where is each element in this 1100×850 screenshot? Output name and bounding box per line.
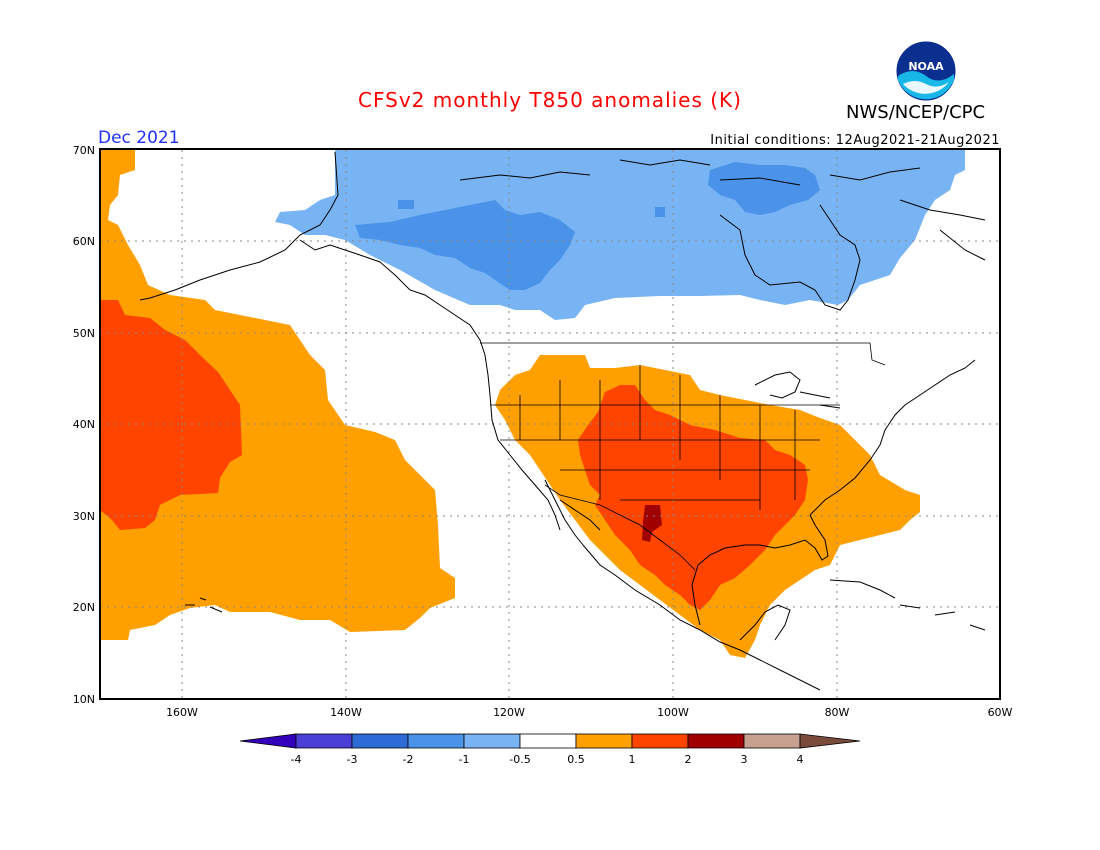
colorbar-label: -2 <box>403 753 414 766</box>
coastlines <box>139 151 986 691</box>
lat-label: 20N <box>73 601 95 614</box>
colorbar <box>239 733 861 749</box>
lon-label: 140W <box>330 706 362 719</box>
colorbar-label: 0.5 <box>567 753 585 766</box>
colorbar-cell <box>687 733 745 749</box>
noaa-logo-text: NOAA <box>908 60 944 73</box>
lat-label: 70N <box>73 144 95 157</box>
warm-anomaly-region-pacific <box>100 150 455 640</box>
colorbar-label: -0.5 <box>509 753 530 766</box>
lat-label: 10N <box>73 693 95 706</box>
lon-label: 120W <box>493 706 525 719</box>
colorbar-cell <box>519 733 577 749</box>
colorbar-min-arrow <box>239 733 297 749</box>
colder-anomaly-region <box>355 162 820 290</box>
valid-month-label: Dec 2021 <box>98 128 180 148</box>
noaa-logo: NOAA <box>895 40 957 102</box>
colorbar-label: -3 <box>347 753 358 766</box>
colorbar-label: 2 <box>685 753 692 766</box>
map-title: CFSv2 monthly T850 anomalies (K) <box>358 88 742 112</box>
colorbar-cell <box>407 733 465 749</box>
agency-label: NWS/NCEP/CPC <box>846 102 986 123</box>
lat-label: 60N <box>73 235 95 248</box>
colorbar-max-arrow <box>799 733 861 749</box>
political-borders <box>480 342 886 571</box>
colorbar-cell <box>351 733 409 749</box>
colorbar-label: 1 <box>629 753 636 766</box>
colorbar-cell <box>631 733 689 749</box>
colorbar-label: 4 <box>797 753 804 766</box>
colorbar-label: -4 <box>291 753 302 766</box>
lon-label: 80W <box>825 706 850 719</box>
strong-warm-anomaly-region-pacific <box>100 300 242 530</box>
colorbar-label: -1 <box>459 753 470 766</box>
colorbar-label: 3 <box>741 753 748 766</box>
lat-label: 30N <box>73 510 95 523</box>
initial-conditions-label: Initial conditions: 12Aug2021-21Aug2021 <box>710 133 1000 148</box>
very-strong-warm-anomaly-region <box>642 505 662 542</box>
colorbar-labels: -4 -3 -2 -1 -0.5 0.5 1 2 3 4 <box>291 753 804 766</box>
colorbar-cell <box>743 733 801 749</box>
graticule <box>100 150 1000 699</box>
lon-label: 160W <box>166 706 198 719</box>
colorbar-cell <box>463 733 521 749</box>
latitude-axis: 70N 60N 50N 40N 30N 20N 10N <box>73 144 95 706</box>
longitude-axis: 160W 140W 120W 100W 80W 60W <box>166 706 1012 719</box>
lon-label: 100W <box>657 706 689 719</box>
strong-warm-anomaly-region-north-america <box>578 385 808 610</box>
map-frame <box>99 148 1001 700</box>
lon-label: 60W <box>988 706 1013 719</box>
lat-label: 40N <box>73 418 95 431</box>
colorbar-cell <box>575 733 633 749</box>
colorbar-cell <box>295 733 353 749</box>
lat-label: 50N <box>73 327 95 340</box>
